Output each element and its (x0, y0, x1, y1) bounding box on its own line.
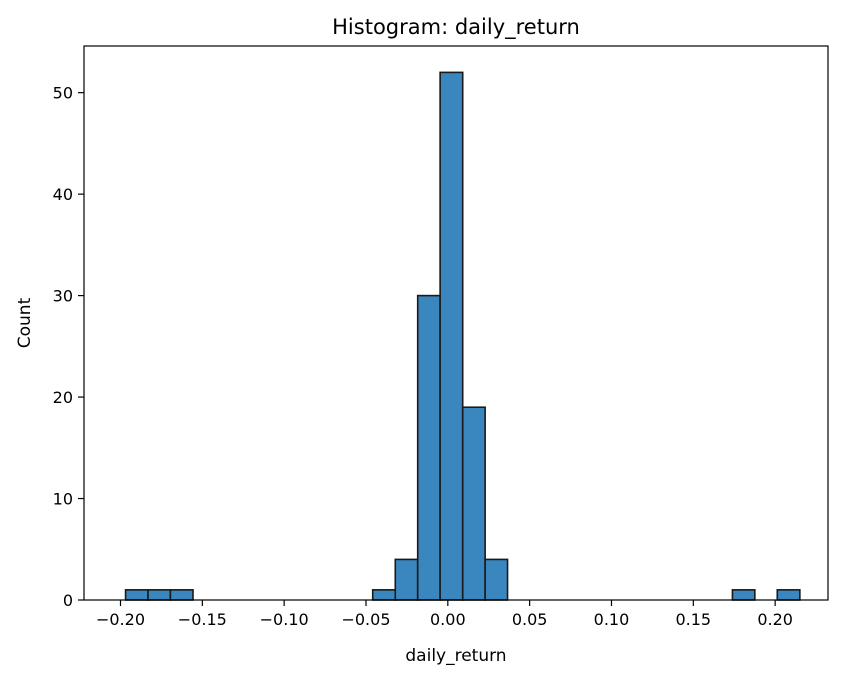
y-tick-label: 0 (63, 591, 73, 610)
x-axis-label: daily_return (405, 646, 506, 666)
x-tick-label: −0.15 (178, 610, 227, 629)
x-tick-label: 0.20 (757, 610, 793, 629)
plot-frame (83, 45, 829, 601)
x-tick-label: −0.05 (341, 610, 390, 629)
histogram-bar (169, 589, 194, 601)
x-tick-label: 0.10 (594, 610, 630, 629)
x-tick-label: 0.05 (512, 610, 548, 629)
histogram-bar (484, 558, 509, 601)
y-tick-label: 20 (53, 388, 73, 407)
x-tick-label: 0.15 (675, 610, 711, 629)
histogram-bar (776, 589, 801, 601)
y-tick-label: 50 (53, 84, 73, 103)
y-axis-label: Count (15, 297, 35, 348)
histogram-bar (461, 406, 486, 601)
histogram-bar (124, 589, 149, 601)
x-tick-label: −0.10 (260, 610, 309, 629)
histogram-bar (731, 589, 756, 601)
chart-title: Histogram: daily_return (332, 15, 580, 40)
y-tick-label: 10 (53, 490, 73, 509)
histogram-bar (147, 589, 172, 601)
histogram-bar (371, 589, 397, 601)
x-axis-ticks: −0.20 −0.15 −0.10 −0.05 0.00 0.05 0.10 0.15 0.20 (96, 600, 793, 629)
x-tick-label: −0.20 (96, 610, 145, 629)
y-tick-label: 30 (53, 287, 73, 306)
histogram-bar (416, 294, 441, 601)
y-tick-label: 40 (53, 185, 73, 204)
x-tick-label: 0.00 (430, 610, 466, 629)
histogram-bar (439, 71, 464, 601)
histogram-bar (394, 558, 419, 601)
y-axis-ticks: 0 10 20 30 40 50 (53, 84, 84, 610)
bars-group (124, 71, 801, 601)
